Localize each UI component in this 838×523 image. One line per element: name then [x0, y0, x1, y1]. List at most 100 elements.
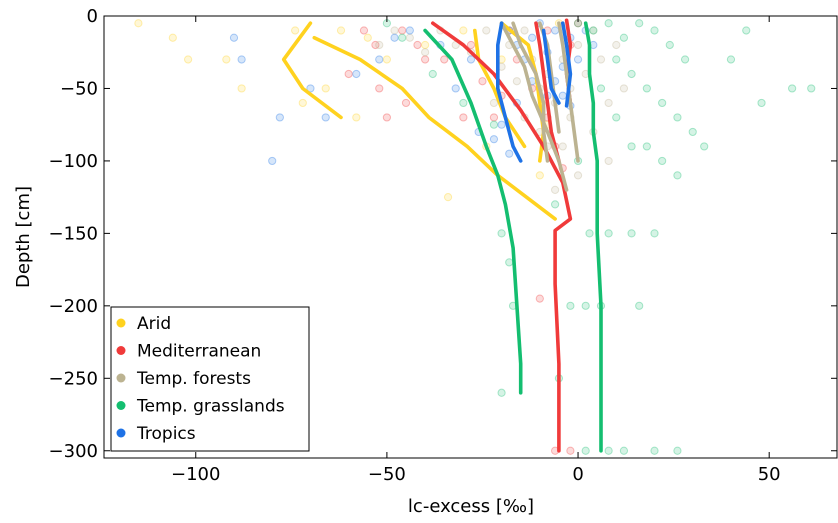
legend-marker-temp-forests — [116, 373, 126, 383]
y-tick-label: −250 — [49, 368, 98, 389]
data-point-temp-grasslands — [788, 84, 797, 93]
y-tick-label: −100 — [49, 151, 98, 172]
data-point-mediterranean — [398, 26, 407, 35]
data-point-temp-forests — [619, 84, 629, 93]
y-tick-label: −300 — [49, 441, 98, 462]
data-point-arid — [168, 33, 177, 42]
data-point-arid — [291, 26, 300, 35]
legend-label-tropics: Tropics — [136, 424, 196, 444]
axis-ticks-layer: −100 −50 0 50 0 −50 −100 −150 −200 −250 −300 — [49, 6, 837, 485]
data-point-mediterranean — [344, 69, 353, 79]
x-tick-label: −100 — [171, 464, 220, 485]
data-point-temp-forests — [421, 48, 430, 57]
data-point-temp-forests — [589, 26, 598, 35]
data-point-mediterranean — [382, 113, 391, 122]
series-line-arid — [281, 21, 343, 120]
data-point-temp-grasslands — [658, 98, 667, 108]
data-point-temp-forests — [390, 26, 399, 35]
data-point-temp-grasslands — [604, 19, 613, 28]
x-tick-label: 50 — [758, 464, 781, 485]
data-point-temp-grasslands — [589, 26, 598, 35]
data-point-mediterranean — [421, 55, 430, 64]
data-point-temp-forests — [520, 26, 529, 35]
data-point-temp-forests — [558, 142, 567, 151]
data-point-temp-grasslands — [807, 84, 816, 93]
data-point-temp-grasslands — [680, 55, 690, 64]
legend-box — [110, 306, 310, 452]
data-point-temp-grasslands — [551, 200, 560, 209]
data-point-mediterranean — [566, 446, 575, 455]
data-point-tropics — [528, 33, 537, 42]
data-point-tropics — [505, 149, 514, 158]
data-point-tropics — [466, 55, 476, 64]
data-point-tropics — [558, 91, 567, 100]
data-point-mediterranean — [489, 113, 499, 122]
x-tick-label: 0 — [572, 464, 583, 485]
legend-marker-temp-grasslands — [116, 401, 126, 410]
data-point-arid — [321, 84, 330, 93]
legend-marker-arid — [116, 318, 126, 328]
data-point-temp-forests — [573, 40, 583, 50]
data-point-mediterranean — [440, 55, 449, 64]
data-point-tropics — [268, 156, 277, 166]
legend-marker-mediterranean — [116, 346, 126, 355]
data-point-temp-grasslands — [627, 69, 636, 79]
data-point-temp-grasslands — [428, 69, 437, 79]
data-point-arid — [184, 55, 193, 64]
data-point-arid — [352, 113, 361, 122]
data-point-temp-grasslands — [650, 26, 659, 35]
data-point-temp-grasslands — [673, 446, 682, 455]
data-point-arid — [222, 55, 231, 64]
plot-frame — [103, 15, 838, 459]
data-point-temp-grasslands — [585, 229, 594, 238]
data-point-temp-forests — [489, 98, 499, 108]
data-point-tropics — [321, 113, 330, 122]
series-line-tropics — [496, 21, 523, 163]
data-point-temp-grasslands — [700, 142, 709, 151]
data-point-temp-grasslands — [596, 84, 606, 93]
data-point-temp-grasslands — [497, 388, 506, 397]
data-point-tropics — [275, 113, 284, 122]
series-line-tropics — [561, 21, 573, 108]
data-point-temp-grasslands — [650, 229, 659, 238]
data-point-mediterranean — [466, 40, 476, 50]
data-point-temp-grasslands — [642, 84, 651, 93]
data-point-temp-grasslands — [635, 301, 644, 310]
legend-label-temp-forests: Temp. forests — [136, 369, 251, 389]
data-point-mediterranean — [459, 113, 468, 122]
y-tick-label: 0 — [87, 6, 98, 27]
data-point-temp-grasslands — [673, 171, 682, 180]
data-point-temp-grasslands — [742, 26, 751, 35]
data-point-arid — [459, 26, 468, 35]
series-line-mediterranean — [431, 21, 573, 453]
data-point-temp-grasslands — [459, 98, 468, 108]
data-point-temp-grasslands — [635, 19, 644, 28]
data-point-temp-grasslands — [688, 127, 697, 137]
data-point-mediterranean — [478, 77, 487, 86]
data-point-temp-grasslands — [642, 142, 651, 151]
data-point-arid — [535, 171, 544, 180]
data-point-temp-forests — [375, 40, 384, 50]
data-point-temp-grasslands — [604, 229, 613, 238]
data-point-temp-grasslands — [566, 301, 575, 310]
data-point-temp-grasslands — [497, 229, 506, 238]
data-point-tropics — [375, 55, 384, 64]
data-point-tropics — [551, 26, 560, 35]
y-tick-label: −50 — [60, 78, 98, 99]
data-point-temp-forests — [512, 77, 521, 86]
profile-lines-layer — [281, 18, 603, 453]
series-line-arid — [473, 28, 527, 149]
data-point-mediterranean — [535, 294, 544, 303]
data-point-arid — [336, 26, 346, 35]
data-point-mediterranean — [375, 84, 384, 93]
y-tick-label: −150 — [49, 223, 98, 244]
series-line-temp-grasslands — [583, 21, 603, 453]
data-point-mediterranean — [401, 98, 411, 108]
data-point-tropics — [573, 55, 583, 64]
data-point-temp-forests — [405, 33, 414, 42]
data-point-temp-forests — [604, 156, 613, 166]
x-tick-label: −50 — [368, 464, 406, 485]
series-line-temp-grasslands — [423, 28, 523, 395]
